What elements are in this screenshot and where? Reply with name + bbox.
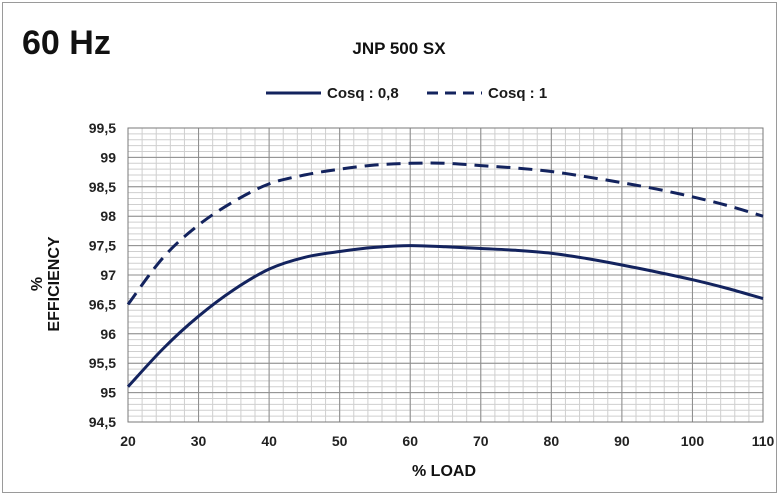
x-axis-label: % LOAD: [412, 463, 476, 480]
series-line-cosq-0-8: [126, 244, 764, 388]
chart-title: JNP 500 SX: [352, 39, 446, 58]
x-tick-label: 50: [332, 433, 348, 449]
y-axis-ticks: 94,5 95 95,5 96 96,5 97 97,5 98 98,5 99 99,5: [89, 120, 116, 430]
x-tick-label: 40: [261, 433, 277, 449]
x-tick-label: 90: [614, 433, 630, 449]
x-tick-label: 20: [120, 433, 136, 449]
y-tick-label: 99: [100, 149, 116, 165]
series-layer: [126, 161, 764, 388]
legend: Cosq : 0,8 Cosq : 1: [266, 85, 547, 102]
x-tick-label: 110: [752, 433, 775, 449]
y-axis-label-line2: EFFICIENCY: [46, 236, 63, 331]
x-tick-label: 100: [681, 433, 705, 449]
y-axis-label-line1: %: [29, 277, 46, 291]
x-tick-label: 60: [402, 433, 418, 449]
x-tick-label: 80: [544, 433, 560, 449]
x-tick-label: 30: [191, 433, 207, 449]
plot-border: [127, 127, 764, 423]
series-line-cosq-1: [126, 161, 764, 306]
y-tick-label: 98,5: [89, 179, 116, 195]
y-tick-label: 99,5: [89, 120, 116, 136]
y-tick-label: 95: [100, 385, 116, 401]
x-tick-label: 70: [473, 433, 489, 449]
y-tick-label: 97,5: [89, 238, 116, 254]
legend-label-cosq-1: Cosq : 1: [488, 85, 547, 102]
y-tick-label: 96: [100, 326, 116, 342]
y-tick-label: 98: [100, 208, 116, 224]
legend-label-cosq-0-8: Cosq : 0,8: [327, 85, 399, 102]
x-axis-ticks: 20 30 40 50 60 70 80 90 100 110: [120, 433, 774, 449]
y-tick-label: 95,5: [89, 355, 116, 371]
y-tick-label: 97: [100, 267, 116, 283]
y-tick-label: 94,5: [89, 414, 116, 430]
y-axis-label: % EFFICIENCY: [29, 236, 63, 331]
frequency-label: 60 Hz: [22, 24, 111, 62]
y-tick-label: 96,5: [89, 296, 116, 312]
major-gridlines: [127, 127, 764, 423]
